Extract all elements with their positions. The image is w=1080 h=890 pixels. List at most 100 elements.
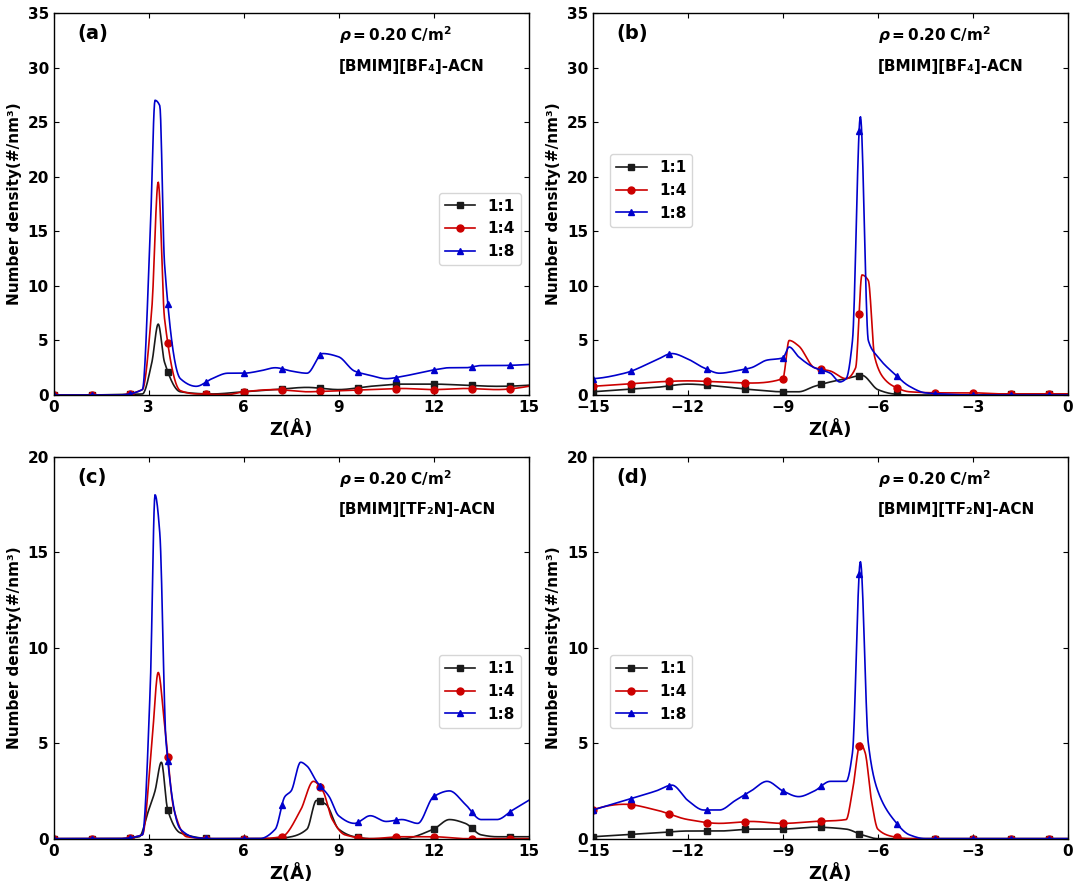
1:8 <box>1062 390 1075 400</box>
1:4 <box>427 384 440 395</box>
1:4 <box>152 668 165 678</box>
1:8 <box>635 790 648 801</box>
Legend: 1:1, 1:4, 1:8: 1:1, 1:4, 1:8 <box>438 192 521 265</box>
1:8 <box>257 365 270 376</box>
1:4 <box>958 833 971 844</box>
1:4 <box>1062 389 1075 400</box>
1:8 <box>96 390 109 400</box>
X-axis label: Z(Å): Z(Å) <box>270 420 313 440</box>
1:1 <box>154 757 167 768</box>
1:1 <box>48 390 60 400</box>
1:1 <box>586 831 599 842</box>
Line: 1:1: 1:1 <box>590 372 1071 399</box>
1:4 <box>48 390 60 400</box>
1:1 <box>808 821 821 832</box>
Y-axis label: Number density(#/nm³): Number density(#/nm³) <box>546 546 562 748</box>
1:4 <box>374 384 387 394</box>
1:4 <box>427 831 440 842</box>
Text: [BMIM][BF₄]-ACN: [BMIM][BF₄]-ACN <box>339 59 485 74</box>
1:8 <box>796 354 809 365</box>
1:4 <box>913 387 926 398</box>
1:1 <box>958 833 971 844</box>
1:8 <box>240 368 253 378</box>
1:1 <box>152 319 165 329</box>
Line: 1:8: 1:8 <box>590 558 1071 842</box>
1:4 <box>522 381 535 392</box>
1:4 <box>855 270 868 280</box>
1:1 <box>240 833 253 844</box>
Line: 1:8: 1:8 <box>590 113 1071 399</box>
1:4 <box>152 177 165 188</box>
1:4 <box>998 389 1011 400</box>
1:1 <box>779 386 792 397</box>
1:1 <box>240 386 253 397</box>
Text: $\bfit{\rho}$$\mathbf{= 0.20\ C/m^2}$: $\bfit{\rho}$$\mathbf{= 0.20\ C/m^2}$ <box>878 468 990 490</box>
1:1 <box>958 390 971 400</box>
1:8 <box>854 556 867 567</box>
1:1 <box>796 822 809 833</box>
1:1 <box>903 390 916 400</box>
Y-axis label: Number density(#/nm³): Number density(#/nm³) <box>546 102 562 305</box>
Line: 1:8: 1:8 <box>51 97 532 399</box>
1:8 <box>779 350 792 360</box>
1:4 <box>418 831 431 842</box>
X-axis label: Z(Å): Z(Å) <box>270 864 313 883</box>
X-axis label: Z(Å): Z(Å) <box>809 420 852 440</box>
Line: 1:4: 1:4 <box>590 271 1071 398</box>
1:4 <box>779 363 792 374</box>
Legend: 1:1, 1:4, 1:8: 1:1, 1:4, 1:8 <box>610 655 692 728</box>
1:8 <box>48 390 60 400</box>
1:1 <box>855 370 868 381</box>
1:8 <box>779 787 792 797</box>
1:1 <box>418 379 431 390</box>
Text: $\bfit{\rho}$$\mathbf{= 0.20\ C/m^2}$: $\bfit{\rho}$$\mathbf{= 0.20\ C/m^2}$ <box>339 468 451 490</box>
Y-axis label: Number density(#/nm³): Number density(#/nm³) <box>6 102 22 305</box>
1:4 <box>240 833 253 844</box>
1:1 <box>872 833 885 844</box>
1:8 <box>427 792 440 803</box>
1:1 <box>48 833 60 844</box>
1:4 <box>914 833 927 844</box>
1:4 <box>48 833 60 844</box>
1:1 <box>418 828 431 838</box>
Legend: 1:1, 1:4, 1:8: 1:1, 1:4, 1:8 <box>610 154 692 227</box>
1:4 <box>779 818 792 829</box>
1:8 <box>240 833 253 844</box>
1:8 <box>96 833 109 844</box>
1:8 <box>796 791 809 802</box>
1:1 <box>796 386 809 397</box>
Line: 1:1: 1:1 <box>51 759 532 842</box>
1:1 <box>96 833 109 844</box>
1:8 <box>913 833 926 844</box>
Text: [BMIM][TF₂N]-ACN: [BMIM][TF₂N]-ACN <box>339 503 496 517</box>
1:8 <box>854 111 867 122</box>
1:4 <box>586 381 599 392</box>
1:4 <box>257 833 270 844</box>
1:8 <box>418 367 431 377</box>
1:4 <box>635 377 648 388</box>
1:1 <box>427 379 440 390</box>
1:1 <box>1062 833 1075 844</box>
Line: 1:8: 1:8 <box>51 491 532 842</box>
1:4 <box>522 833 535 844</box>
Text: (c): (c) <box>78 468 107 487</box>
Text: [BMIM][TF₂N]-ACN: [BMIM][TF₂N]-ACN <box>878 503 1035 517</box>
Line: 1:4: 1:4 <box>590 740 1071 842</box>
1:8 <box>913 386 926 397</box>
Text: (b): (b) <box>617 24 648 44</box>
1:4 <box>967 833 980 844</box>
1:1 <box>522 380 535 391</box>
1:1 <box>1062 389 1075 400</box>
1:4 <box>796 344 809 355</box>
1:4 <box>903 833 916 844</box>
1:4 <box>966 387 978 398</box>
1:8 <box>966 390 978 400</box>
1:8 <box>919 833 932 844</box>
Line: 1:4: 1:4 <box>51 179 532 399</box>
1:8 <box>522 360 535 370</box>
Text: $\bfit{\rho}$$\mathbf{= 0.20\ C/m^2}$: $\bfit{\rho}$$\mathbf{= 0.20\ C/m^2}$ <box>339 24 451 46</box>
Line: 1:1: 1:1 <box>51 320 532 399</box>
1:4 <box>854 738 867 748</box>
1:4 <box>1062 833 1075 844</box>
1:8 <box>149 490 162 500</box>
